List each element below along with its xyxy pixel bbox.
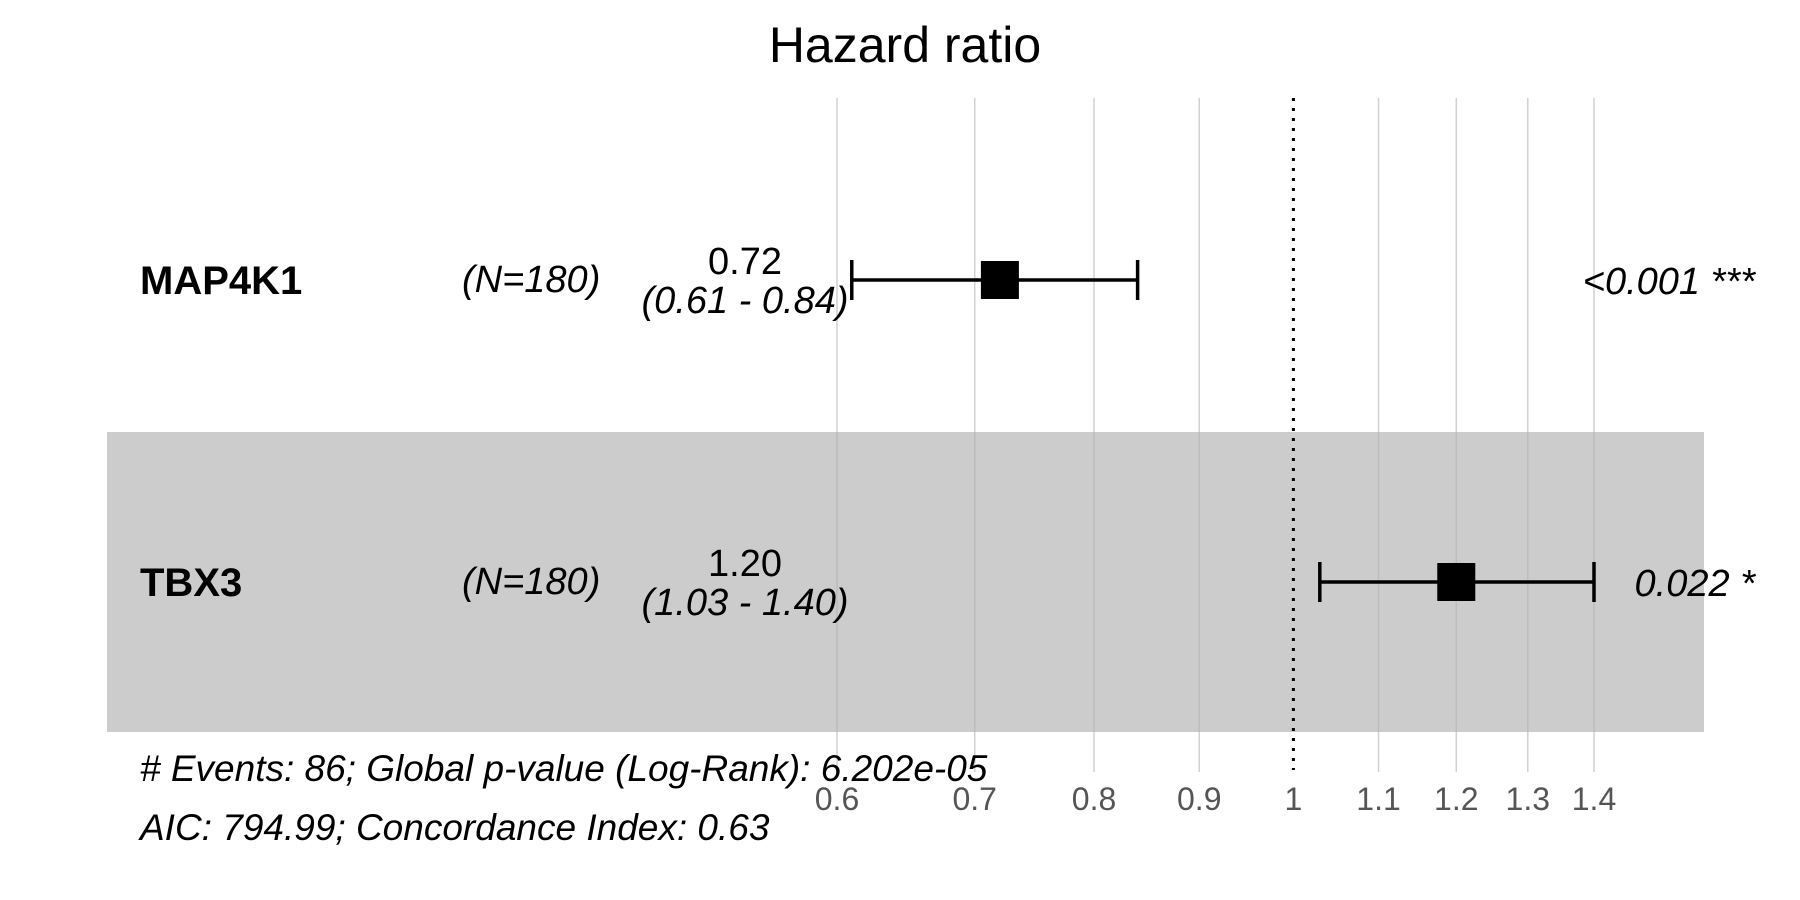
footer-line-2: AIC: 794.99; Concordance Index: 0.63 <box>138 807 770 848</box>
chart-title: Hazard ratio <box>769 17 1041 73</box>
estimate-marks <box>850 260 1596 602</box>
tick-label: 1.1 <box>1356 781 1400 817</box>
tick-label: 1.4 <box>1572 781 1616 817</box>
gridlines <box>836 98 1595 772</box>
row-labels: MAP4K1 (N=180) 0.72(0.61 - 0.84) <0.001 ***… <box>140 241 1756 624</box>
p-value-label: 0.022 * <box>1635 563 1757 605</box>
n-label: (N=180) <box>462 259 600 301</box>
hr-point <box>980 261 1019 299</box>
tick-label: 0.6 <box>815 781 859 817</box>
tick-label: 1 <box>1284 781 1302 817</box>
tick-label: 0.9 <box>1177 781 1221 817</box>
x-axis-ticks: 0.6 0.7 0.8 0.9 1 1.1 1.2 1.3 1.4 <box>815 781 1616 817</box>
ci-label: (1.03 - 1.40) <box>642 582 849 624</box>
variable-label: TBX3 <box>140 561 242 605</box>
hr-label: 1.20 <box>708 543 782 585</box>
p-value-label: <0.001 *** <box>1583 261 1756 303</box>
hr-label: 0.72 <box>708 241 782 283</box>
n-label: (N=180) <box>462 561 600 603</box>
hr-point <box>1437 563 1476 601</box>
tick-label: 1.3 <box>1506 781 1550 817</box>
tick-label: 0.8 <box>1072 781 1116 817</box>
tick-label: 0.7 <box>952 781 996 817</box>
footer-line-1: # Events: 86; Global p-value (Log-Rank):… <box>140 748 988 789</box>
variable-label: MAP4K1 <box>140 259 302 303</box>
tick-label: 1.2 <box>1434 781 1478 817</box>
ci-label: (0.61 - 0.84) <box>642 280 849 322</box>
